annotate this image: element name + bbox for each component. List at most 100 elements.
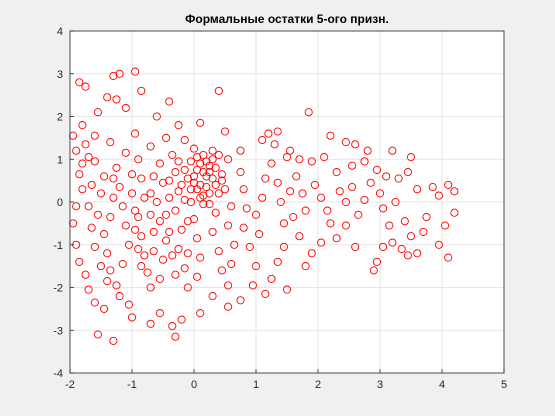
data-point: [320, 153, 329, 162]
data-point: [279, 219, 288, 228]
data-point: [332, 234, 341, 243]
data-point: [388, 146, 397, 155]
data-point: [103, 93, 112, 102]
data-point: [112, 281, 121, 290]
data-point: [444, 180, 453, 189]
y-tick-label: 3: [57, 69, 63, 81]
data-point: [174, 187, 183, 196]
data-point: [205, 168, 214, 177]
data-point: [180, 165, 189, 174]
data-point: [103, 277, 112, 286]
data-point: [298, 189, 307, 198]
data-point: [295, 232, 304, 241]
data-point: [165, 227, 174, 236]
data-point: [168, 321, 177, 331]
data-point: [289, 212, 298, 222]
data-point: [326, 219, 335, 228]
data-point: [137, 174, 146, 183]
data-point: [413, 185, 422, 194]
data-point: [351, 140, 360, 149]
data-point: [261, 174, 270, 183]
data-point: [193, 185, 202, 194]
data-point: [217, 176, 226, 185]
data-point: [93, 330, 102, 339]
data-point: [174, 244, 183, 254]
x-tick-label: 2: [315, 379, 321, 391]
data-point: [224, 302, 233, 311]
data-point: [444, 253, 453, 262]
data-point: [152, 112, 161, 121]
data-point: [146, 189, 155, 198]
data-point: [78, 159, 87, 168]
data-point: [146, 210, 155, 219]
data-point: [174, 157, 183, 166]
x-tick-label: 4: [439, 379, 445, 391]
x-tick-label: -2: [65, 379, 75, 391]
data-point: [115, 69, 124, 78]
data-point: [224, 281, 233, 290]
data-point: [211, 180, 220, 189]
data-point: [214, 150, 223, 160]
y-tick-label: 2: [57, 112, 63, 124]
data-point: [143, 268, 152, 277]
data-point: [96, 189, 106, 198]
data-point: [131, 67, 140, 76]
data-point: [90, 242, 99, 251]
data-point: [118, 259, 127, 269]
data-point: [264, 129, 273, 138]
data-point: [100, 230, 109, 239]
data-point: [434, 240, 443, 249]
data-point: [282, 153, 292, 162]
data-point: [341, 221, 350, 230]
data-point: [183, 217, 192, 226]
data-point: [90, 157, 99, 166]
data-point: [69, 131, 78, 140]
data-point: [351, 242, 360, 251]
data-point: [428, 182, 437, 192]
data-point: [360, 195, 369, 204]
data-point: [286, 146, 295, 155]
data-point: [155, 309, 164, 318]
data-point: [146, 142, 155, 151]
data-point: [208, 155, 217, 164]
data-point: [75, 257, 84, 266]
data-point: [400, 217, 409, 226]
data-point: [230, 240, 239, 249]
data-point: [348, 161, 357, 170]
data-point: [171, 168, 180, 177]
data-point: [385, 221, 394, 230]
data-point: [279, 242, 288, 251]
data-point: [162, 236, 171, 245]
data-point: [360, 157, 369, 166]
data-point: [131, 225, 140, 234]
data-point: [152, 197, 161, 207]
data-point: [214, 86, 223, 95]
data-point: [307, 157, 316, 166]
data-point: [137, 232, 146, 241]
data-point: [137, 262, 146, 271]
data-point: [273, 178, 282, 187]
data-point: [72, 146, 81, 155]
data-point: [224, 221, 233, 230]
data-point: [196, 193, 205, 202]
data-point: [242, 204, 251, 213]
data-point: [295, 155, 304, 164]
data-point: [193, 272, 202, 281]
data-point: [245, 242, 254, 251]
data-point: [255, 230, 264, 239]
data-point: [106, 266, 115, 275]
data-point: [332, 168, 341, 177]
data-point: [109, 193, 118, 202]
data-point: [199, 200, 208, 209]
data-point: [199, 168, 208, 177]
data-point: [106, 212, 115, 222]
data-point: [121, 103, 130, 112]
data-point: [196, 309, 205, 318]
data-point: [127, 313, 137, 322]
data-point: [310, 180, 319, 189]
data-point: [165, 176, 174, 185]
y-tick-label: -2: [53, 283, 63, 295]
y-tick-label: -4: [53, 368, 63, 380]
data-point: [251, 262, 261, 271]
data-point: [84, 285, 93, 294]
